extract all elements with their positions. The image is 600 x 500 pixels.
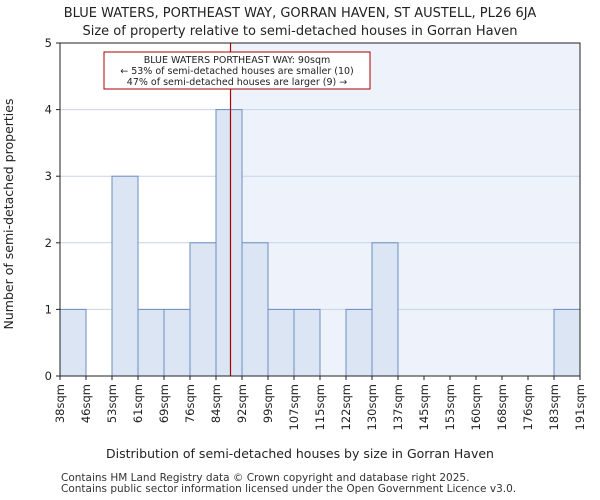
bar-92sqm bbox=[241, 242, 269, 377]
annotation-line-2: ← 53% of semi-detached houses are smalle… bbox=[120, 66, 354, 77]
bars bbox=[59, 109, 581, 377]
bar-84sqm bbox=[215, 109, 243, 377]
y-axis-ticks: 0 1 2 3 4 5 bbox=[45, 36, 60, 383]
x-tick-label: 191sqm bbox=[573, 384, 587, 430]
annotation-line-1: BLUE WATERS PORTHEAST WAY: 90sqm bbox=[144, 55, 331, 66]
y-tick-label: 1 bbox=[45, 302, 52, 316]
y-tick-label: 0 bbox=[45, 369, 52, 383]
bar-38sqm bbox=[59, 308, 87, 377]
bar-107sqm bbox=[293, 308, 321, 377]
x-tick-label: 53sqm bbox=[105, 384, 119, 423]
y-tick-label: 5 bbox=[45, 36, 52, 50]
annotation-frame bbox=[103, 51, 371, 90]
x-tick-label: 160sqm bbox=[469, 384, 483, 430]
chart-subtitle: Size of property relative to semi-detach… bbox=[82, 24, 517, 39]
y-tick-label: 4 bbox=[45, 103, 52, 117]
bar-130sqm bbox=[371, 242, 399, 377]
y-tick-label: 2 bbox=[45, 236, 52, 250]
bar-69sqm bbox=[163, 308, 191, 377]
x-tick-label: 46sqm bbox=[79, 384, 93, 423]
x-tick-label: 183sqm bbox=[547, 384, 561, 430]
y-axis-label: Number of semi-detached properties bbox=[1, 99, 16, 330]
x-tick-label: 145sqm bbox=[417, 384, 431, 430]
y-tick-label: 3 bbox=[45, 169, 52, 183]
x-tick-label: 69sqm bbox=[157, 384, 171, 423]
chart-title: BLUE WATERS, PORTHEAST WAY, GORRAN HAVEN… bbox=[64, 6, 537, 21]
x-tick-label: 115sqm bbox=[313, 384, 327, 430]
x-tick-label: 92sqm bbox=[235, 384, 249, 423]
x-tick-label: 130sqm bbox=[365, 384, 379, 430]
x-tick-label: 76sqm bbox=[183, 384, 197, 423]
x-tick-label: 137sqm bbox=[391, 384, 405, 430]
x-tick-label: 38sqm bbox=[53, 384, 67, 423]
x-tick-label: 168sqm bbox=[495, 384, 509, 430]
bar-122sqm bbox=[345, 308, 373, 377]
x-tick-label: 122sqm bbox=[339, 384, 353, 430]
bar-53sqm bbox=[111, 175, 139, 377]
x-tick-label: 84sqm bbox=[209, 384, 223, 423]
x-tick-label: 99sqm bbox=[261, 384, 275, 423]
bar-61sqm bbox=[137, 308, 165, 377]
x-tick-label: 153sqm bbox=[443, 384, 457, 430]
x-tick-label: 61sqm bbox=[131, 384, 145, 423]
bar-183sqm bbox=[553, 308, 581, 377]
x-axis-label: Distribution of semi-detached houses by … bbox=[106, 446, 494, 461]
x-tick-label: 107sqm bbox=[287, 384, 301, 430]
footer-line-1: Contains HM Land Registry data © Crown c… bbox=[61, 472, 470, 484]
x-axis-ticks: 38sqm 46sqm 53sqm 61sqm 69sqm 76sqm 84sqm 92sqm… bbox=[53, 376, 587, 430]
bar-76sqm bbox=[189, 242, 217, 377]
x-tick-label: 176sqm bbox=[521, 384, 535, 430]
bar-99sqm bbox=[267, 308, 295, 377]
annotation-line-3: 47% of semi-detached houses are larger (… bbox=[127, 77, 347, 88]
annotation-box: BLUE WATERS PORTHEAST WAY: 90sqm ← 53% o… bbox=[103, 51, 371, 90]
footer-line-2: Contains public sector information licen… bbox=[61, 483, 517, 495]
